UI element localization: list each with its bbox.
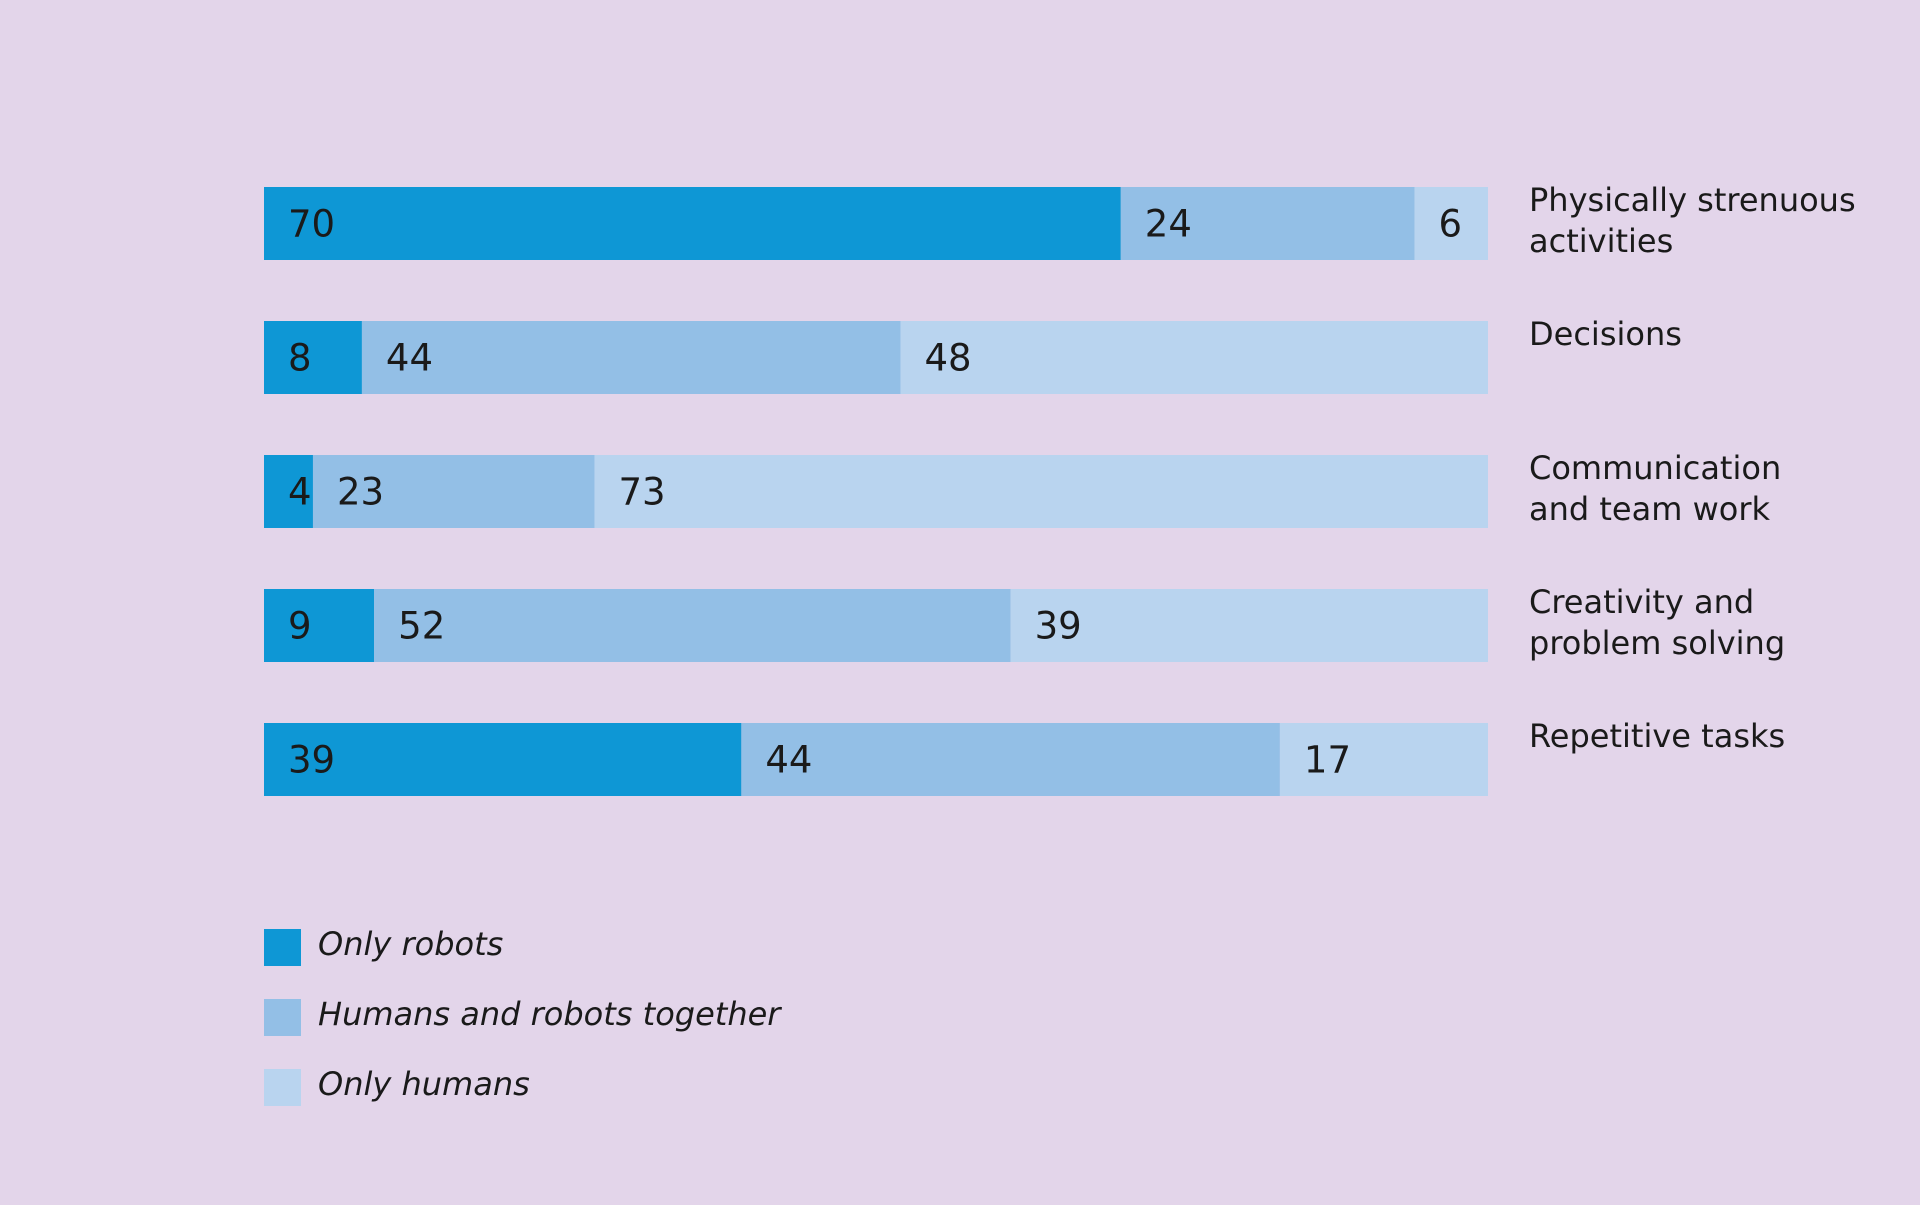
bar-segment <box>1010 589 1488 662</box>
bar-segment <box>361 321 901 394</box>
category-label: Physically strenuous activities <box>1529 181 1856 260</box>
category-label-line: and team work <box>1529 490 1770 528</box>
data-label: 9 <box>288 605 312 648</box>
category-label-line: Communication <box>1529 449 1781 487</box>
segment-labels-layer: 70 24 6 8 44 48 4 23 73 9 52 39 39 44 17 <box>288 203 1462 782</box>
data-label: 17 <box>1304 739 1351 782</box>
data-label: 73 <box>618 471 665 514</box>
category-label-line: Decisions <box>1529 315 1682 353</box>
category-label: Repetitive tasks <box>1529 717 1785 755</box>
category-label: Decisions <box>1529 315 1682 353</box>
bar-segment <box>312 455 595 528</box>
bar-segment <box>264 589 375 662</box>
data-label: 6 <box>1439 203 1463 246</box>
bar-segment <box>1414 187 1488 260</box>
bar-segment <box>1279 723 1488 796</box>
bar-segment <box>594 455 1488 528</box>
data-label: 70 <box>288 203 335 246</box>
legend-label: Only humans <box>318 1065 530 1103</box>
category-label: Communication and team work <box>1529 449 1781 528</box>
legend: Only robots Humans and robots together Onl… <box>264 925 782 1106</box>
bar-segment <box>374 589 1011 662</box>
data-label: 44 <box>765 739 812 782</box>
data-label: 4 <box>288 471 312 514</box>
bar-segment <box>264 187 1121 260</box>
legend-swatch <box>264 1069 301 1106</box>
legend-label: Only robots <box>318 925 503 963</box>
data-label: 24 <box>1145 203 1192 246</box>
legend-swatch <box>264 929 301 966</box>
category-label-line: Repetitive tasks <box>1529 717 1785 755</box>
bar-segment <box>900 321 1488 394</box>
category-label-line: Creativity and <box>1529 583 1754 621</box>
category-label-line: Physically strenuous <box>1529 181 1856 219</box>
data-label: 52 <box>398 605 445 648</box>
data-label: 39 <box>288 739 335 782</box>
data-label: 48 <box>924 337 971 380</box>
category-label: Creativity and problem solving <box>1529 583 1785 662</box>
bar-segment <box>741 723 1280 796</box>
category-label-line: activities <box>1529 222 1673 260</box>
data-label: 44 <box>386 337 433 380</box>
data-label: 23 <box>337 471 384 514</box>
data-label: 39 <box>1035 605 1082 648</box>
category-label-line: problem solving <box>1529 624 1785 662</box>
bar-segment <box>1120 187 1415 260</box>
bars-layer <box>264 187 1488 796</box>
category-labels-layer: Physically strenuous activities Decisions C… <box>1529 181 1856 755</box>
legend-swatch <box>264 999 301 1036</box>
data-label: 8 <box>288 337 312 380</box>
bar-segment <box>264 723 742 796</box>
bar-segment <box>264 321 362 394</box>
legend-label: Humans and robots together <box>318 995 782 1033</box>
bar-segment <box>264 455 313 528</box>
